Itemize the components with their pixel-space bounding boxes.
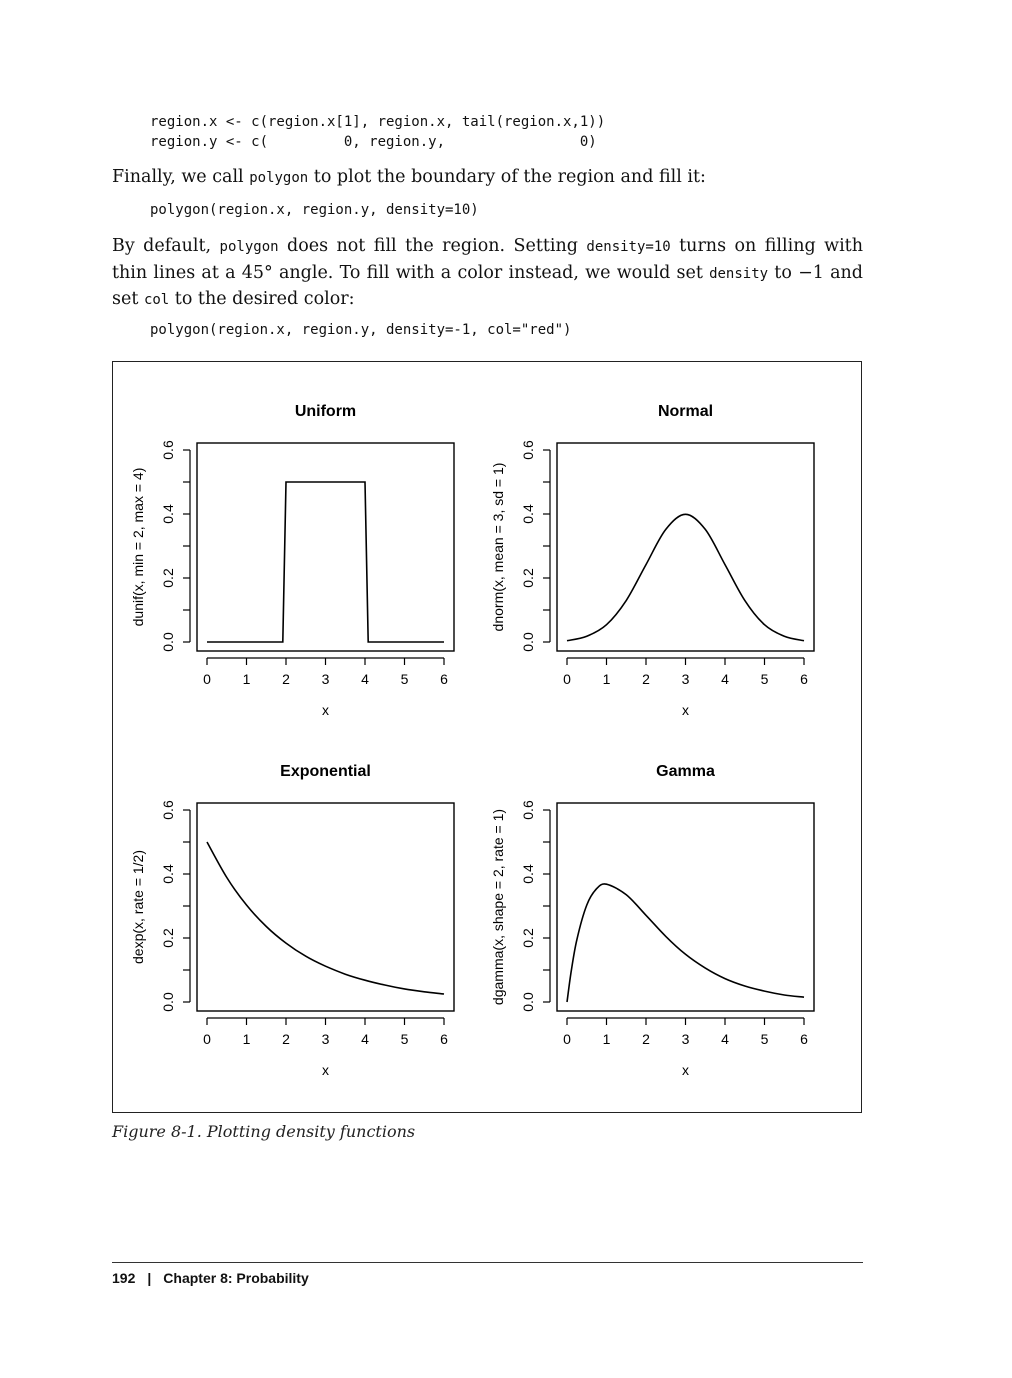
gamma-x-label: x [682, 1062, 689, 1078]
exponential-y-tick-label: 0.0 [160, 992, 176, 1012]
uniform-x-tick-label: 4 [361, 671, 369, 687]
uniform-y-tick-label: 0.4 [160, 504, 176, 524]
gamma-y-tick-label: 0.6 [520, 800, 536, 820]
exponential-y-tick-label: 0.2 [160, 928, 176, 948]
uniform-y-tick-label: 0.0 [160, 632, 176, 652]
text-run: Finally, we call [112, 167, 250, 187]
code-block-polygon: polygon(region.x, region.y, density=10) [150, 200, 479, 220]
page-footer: 192 | Chapter 8: Probability [112, 1270, 309, 1286]
uniform-x-tick-label: 2 [282, 671, 290, 687]
code-line: region.x <- c(region.x[1], region.x, tai… [150, 114, 606, 130]
gamma-plot-box [556, 802, 815, 1012]
text-run: to the desired color: [169, 289, 355, 309]
normal-y-tick-label: 0.2 [520, 568, 536, 588]
normal-x-tick-label: 2 [642, 671, 650, 687]
exponential-y-tick-label: 0.4 [160, 864, 176, 884]
uniform-y-tick-label: 0.6 [160, 440, 176, 460]
inline-code: polygon [249, 170, 309, 186]
exponential-x-tick-label: 4 [361, 1031, 369, 1047]
normal-y-tick-label: 0.6 [520, 440, 536, 460]
exponential-y-tick-label: 0.6 [160, 800, 176, 820]
inline-code: density [709, 265, 769, 282]
gamma-x-tick-label: 1 [603, 1031, 611, 1047]
footer-separator: | [147, 1270, 152, 1286]
exponential-x-label: x [322, 1062, 329, 1078]
gamma-density-line [566, 883, 805, 1003]
gamma-x-tick-label: 6 [800, 1031, 808, 1047]
uniform-plot-box [196, 442, 455, 652]
normal-x-tick-label: 4 [721, 671, 729, 687]
inline-code: col [143, 292, 170, 308]
normal-x-tick-label: 6 [800, 671, 808, 687]
paragraph-polygon-intro: Finally, we call polygon to plot the bou… [112, 165, 863, 192]
code-line: region.y <- c( 0, region.y, 0) [150, 134, 597, 150]
uniform-x-label: x [322, 702, 329, 718]
normal-x-label: x [682, 702, 689, 718]
text-run: By default, [112, 236, 220, 256]
exponential-x-tick-label: 6 [440, 1031, 448, 1047]
normal-y-tick-label: 0.0 [520, 632, 536, 652]
normal-y-label: dnorm(x, mean = 3, sd = 1) [490, 463, 506, 632]
chapter-title: Chapter 8: Probability [163, 1270, 309, 1286]
page-number: 192 [112, 1270, 136, 1286]
exponential-plot-box [196, 802, 455, 1012]
normal-plot-box [556, 442, 815, 652]
normal-density-line [566, 513, 805, 642]
exponential-x-tick-label: 3 [322, 1031, 330, 1047]
text-run: turns on filling with thin lines at a 45… [112, 236, 863, 283]
text-run: does not fill the region. Setting [278, 236, 587, 256]
gamma-y-tick-label: 0.0 [520, 992, 536, 1012]
uniform-y-tick-label: 0.2 [160, 568, 176, 588]
uniform-title: Uniform [295, 403, 356, 420]
paragraph-polygon-density: By default, polygon does not fill the re… [112, 234, 863, 314]
inline-code: polygon [219, 239, 279, 255]
exponential-x-tick-label: 5 [401, 1031, 409, 1047]
gamma-y-tick-label: 0.4 [520, 864, 536, 884]
uniform-x-tick-label: 5 [401, 671, 409, 687]
figure-caption: Figure 8-1. Plotting density functions [112, 1122, 416, 1141]
inline-code: density=10 [586, 239, 671, 255]
code-line: polygon(region.x, region.y, density=10) [150, 202, 479, 218]
uniform-y-label: dunif(x, min = 2, max = 4) [130, 468, 146, 627]
density-plots-figure: Uniform x dunif(x, min = 2, max = 4) 0 1 2 3 4 5… [130, 403, 815, 1078]
normal-x-tick-label: 0 [563, 671, 571, 687]
exponential-density-line [206, 841, 445, 995]
normal-title: Normal [658, 403, 713, 420]
normal-x-tick-label: 1 [603, 671, 611, 687]
gamma-x-tick-label: 3 [682, 1031, 690, 1047]
uniform-x-tick-label: 3 [322, 671, 330, 687]
gamma-title: Gamma [656, 763, 715, 780]
gamma-x-tick-label: 5 [761, 1031, 769, 1047]
gamma-y-label: dgamma(x, shape = 2, rate = 1) [490, 809, 506, 1005]
gamma-x-tick-label: 0 [563, 1031, 571, 1047]
text-run: to −1 and set [112, 262, 863, 310]
code-block-polygon-fill: polygon(region.x, region.y, density=-1, … [150, 320, 571, 340]
code-block-region: region.x <- c(region.x[1], region.x, tai… [150, 112, 605, 152]
uniform-x-tick-label: 6 [440, 671, 448, 687]
code-line: polygon(region.x, region.y, density=-1, … [150, 322, 572, 338]
figure-frame: Uniform x dunif(x, min = 2, max = 4) 0 1 2 3 4 5… [112, 361, 862, 1113]
uniform-x-tick-label: 0 [203, 671, 211, 687]
exponential-y-label: dexp(x, rate = 1/2) [130, 850, 146, 964]
exponential-x-tick-label: 0 [203, 1031, 211, 1047]
text-run: to plot the boundary of the region and f… [308, 167, 706, 187]
uniform-density-line [207, 481, 444, 643]
normal-y-tick-label: 0.4 [520, 504, 536, 524]
normal-x-tick-label: 3 [682, 671, 690, 687]
footer-rule [112, 1262, 863, 1263]
exponential-title: Exponential [280, 763, 371, 780]
gamma-x-tick-label: 2 [642, 1031, 650, 1047]
gamma-x-tick-label: 4 [721, 1031, 729, 1047]
uniform-x-tick-label: 1 [243, 671, 251, 687]
normal-x-tick-label: 5 [761, 671, 769, 687]
exponential-x-tick-label: 2 [282, 1031, 290, 1047]
exponential-x-tick-label: 1 [243, 1031, 251, 1047]
gamma-y-tick-label: 0.2 [520, 928, 536, 948]
